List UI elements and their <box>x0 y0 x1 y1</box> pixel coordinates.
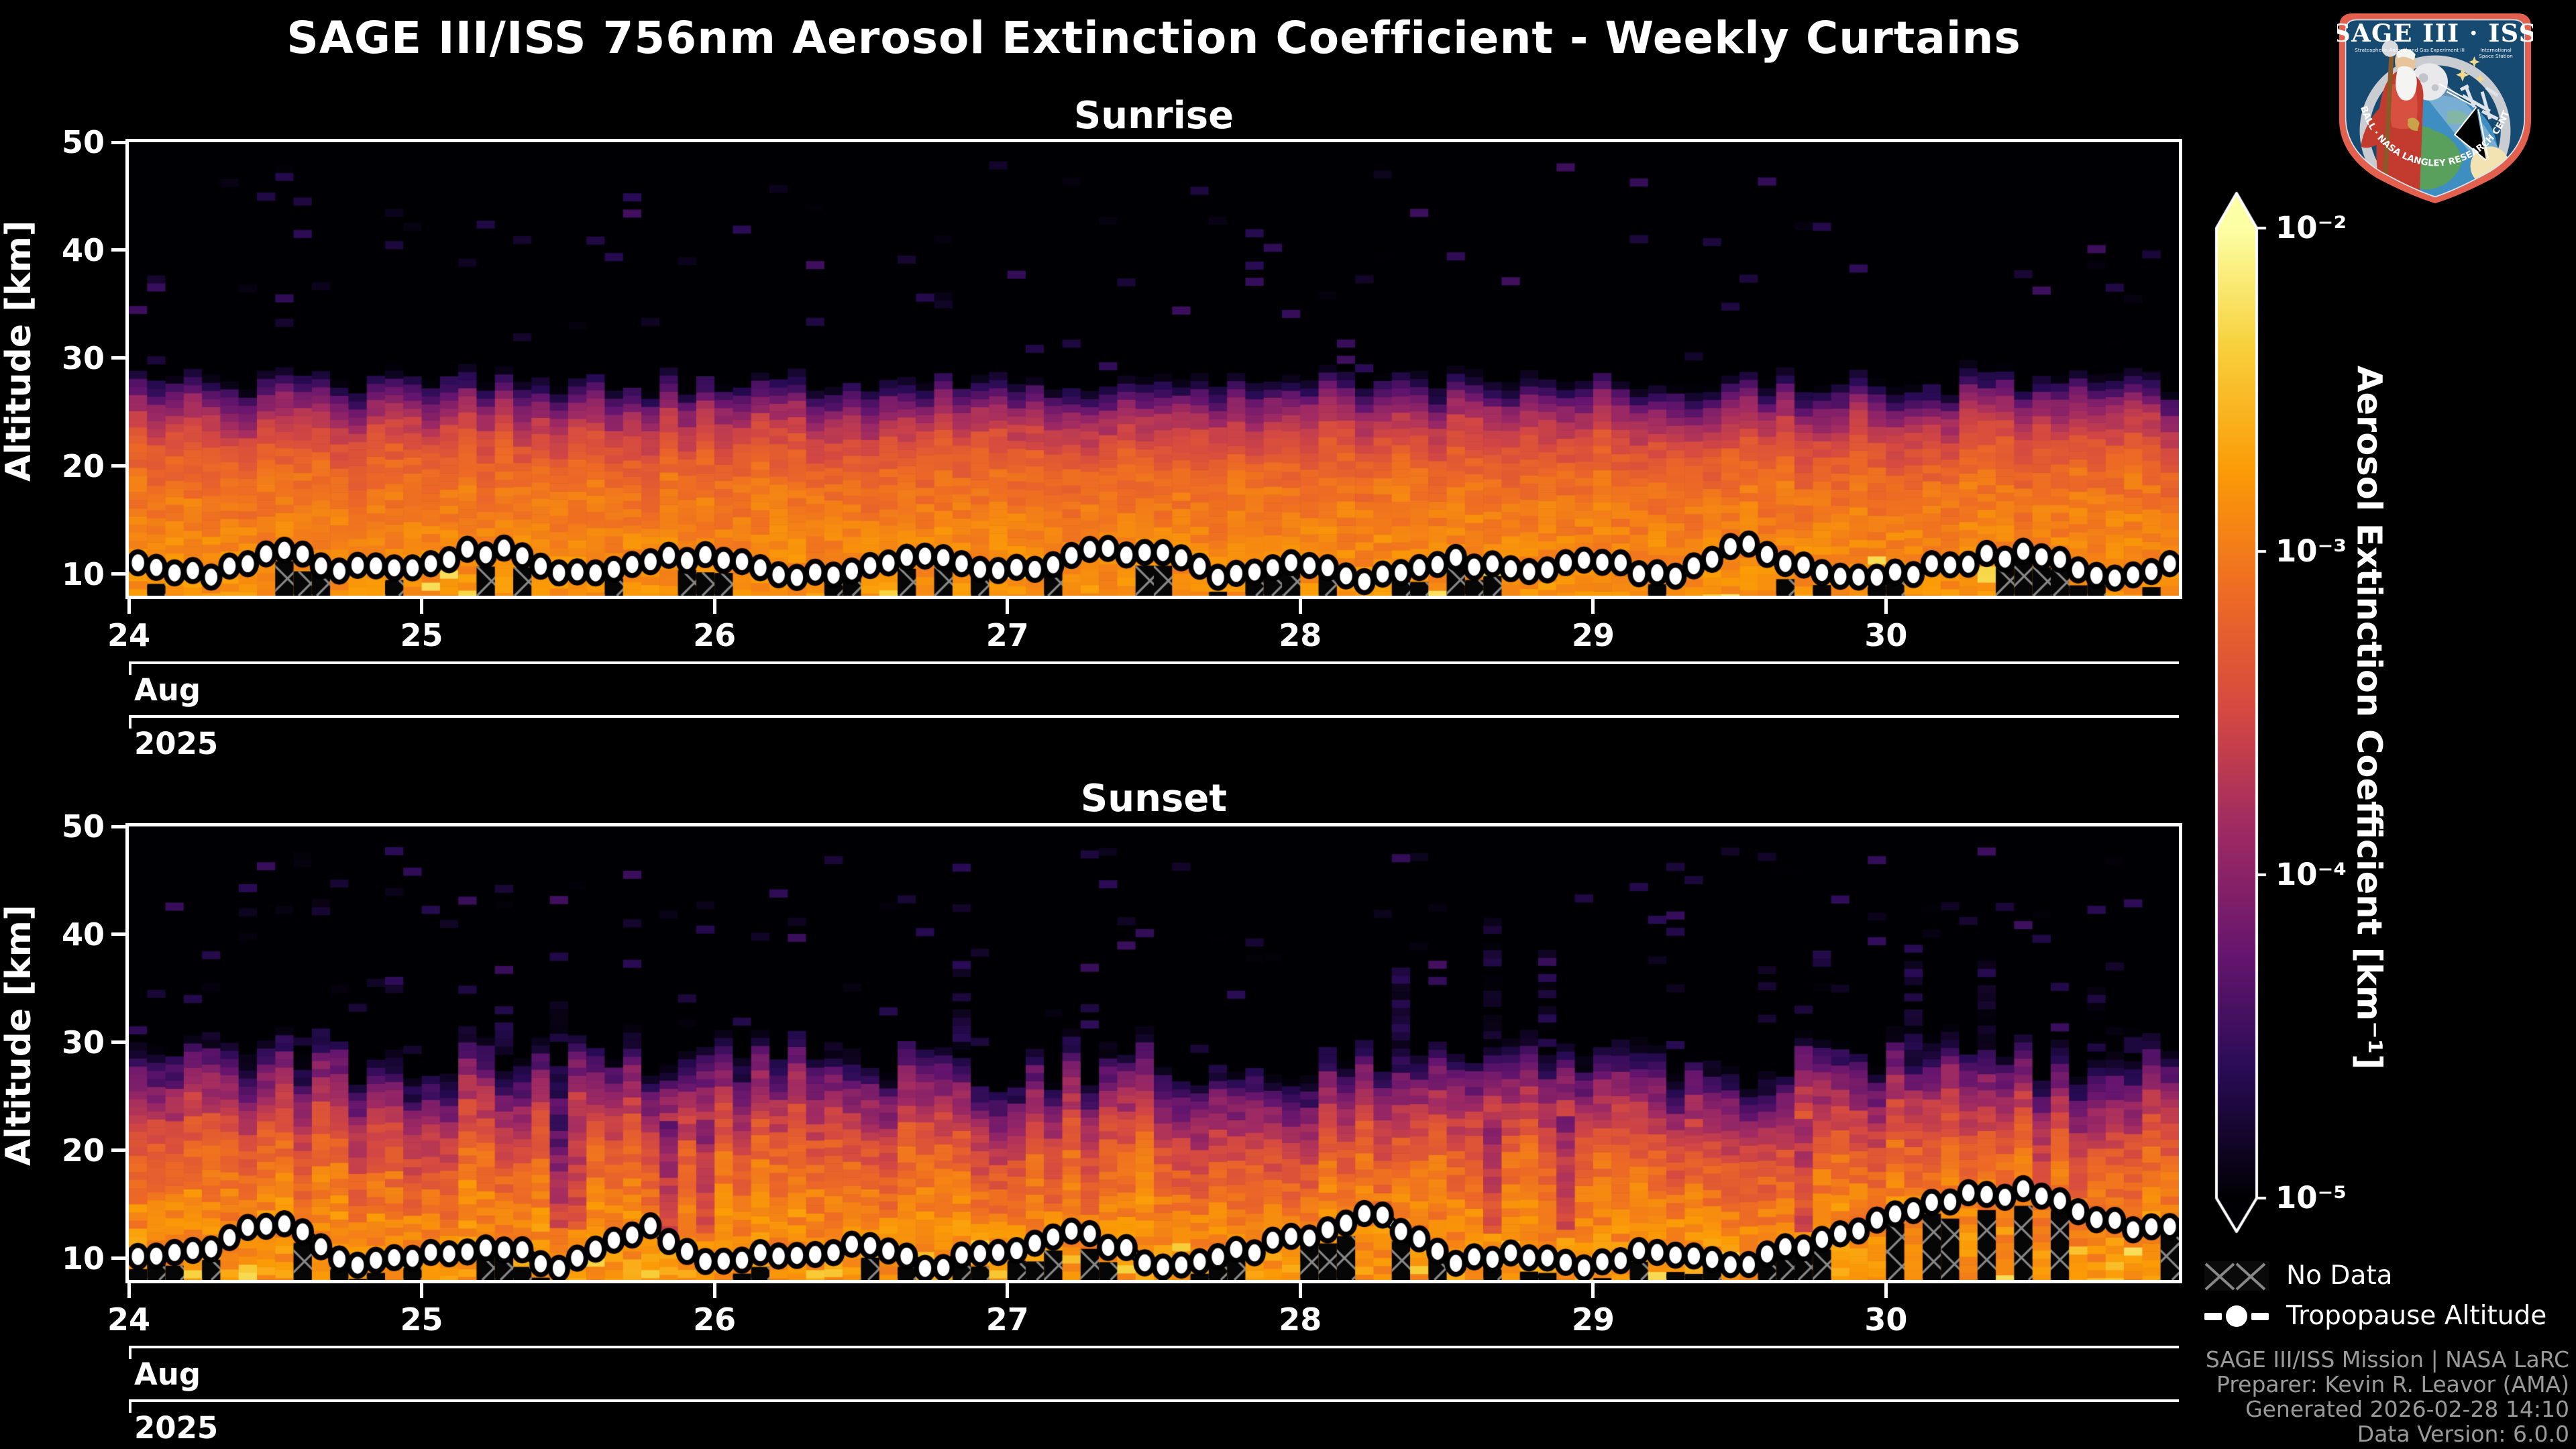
patch-title: SAGE III · ISS <box>2337 19 2533 48</box>
patch-subtitle-left: Stratospheric Aerosol and Gas Experiment… <box>2355 47 2465 53</box>
sunrise-plot-area <box>125 139 2182 599</box>
y-tick-label: 30 <box>61 339 105 376</box>
date-axis-month-separator <box>129 661 2179 664</box>
y-tick-mark <box>111 824 127 828</box>
patch-ring <box>2359 55 2511 198</box>
attribution-line: Data Version: 6.0.0 <box>2357 1421 2569 1447</box>
y-tick-mark <box>111 356 127 360</box>
y-tick-mark <box>111 1256 127 1260</box>
month-label: Aug <box>134 1356 201 1392</box>
x-tick-label: 28 <box>1279 617 1322 653</box>
x-tick-mark <box>127 1283 131 1298</box>
date-axis-month-tick <box>129 664 131 675</box>
x-tick-label: 30 <box>1864 1301 1908 1338</box>
legend-row-no-data: No Data <box>2204 1261 2393 1291</box>
y-tick-label: 40 <box>61 916 105 953</box>
date-axis-year-tick <box>129 718 131 729</box>
y-tick-mark <box>111 932 127 936</box>
y-tick-label: 20 <box>61 447 105 484</box>
x-tick-label: 25 <box>400 1301 443 1338</box>
y-tick-mark <box>111 248 127 252</box>
patch-sight-lines <box>2438 83 2489 161</box>
y-tick-mark <box>111 464 127 468</box>
patch-wizard <box>2361 40 2424 198</box>
colorbar-tick-label: 10⁻³ <box>2275 533 2347 569</box>
attribution-line: SAGE III/ISS Mission | NASA LaRC <box>2205 1346 2569 1373</box>
x-tick-mark <box>712 599 716 614</box>
sunrise-heatmap-canvas <box>129 142 2179 596</box>
y-tick-label: 10 <box>61 1240 105 1277</box>
colorbar <box>2210 188 2269 1248</box>
colorbar-tick-label: 10⁻⁵ <box>2275 1180 2347 1216</box>
x-tick-mark <box>1591 599 1595 614</box>
patch-subtitle-right-1: International <box>2480 47 2512 53</box>
colorbar-tick-label: 10⁻² <box>2275 210 2347 246</box>
sunset-y-axis-label: Altitude [km] <box>0 904 39 1166</box>
y-tick-label: 50 <box>61 124 105 160</box>
date-axis-year-separator <box>129 1399 2179 1402</box>
date-axis-month-separator <box>129 1346 2179 1348</box>
x-tick-label: 26 <box>693 1301 737 1338</box>
attribution-line: Preparer: Kevin R. Leavor (AMA) <box>2216 1371 2569 1397</box>
year-label: 2025 <box>134 1410 219 1446</box>
x-tick-mark <box>1298 599 1302 614</box>
tropopause-marker-icon <box>2204 1305 2269 1327</box>
x-tick-label: 25 <box>400 617 443 653</box>
patch-iss-icon <box>2459 84 2499 121</box>
date-axis-month-tick <box>129 1348 131 1359</box>
x-tick-mark <box>1298 1283 1302 1298</box>
x-tick-label: 29 <box>1571 617 1615 653</box>
x-tick-mark <box>1006 599 1010 614</box>
x-tick-label: 30 <box>1864 617 1908 653</box>
sunset-heatmap-canvas <box>129 826 2179 1280</box>
y-tick-label: 50 <box>61 808 105 845</box>
month-label: Aug <box>134 672 201 708</box>
sunrise-y-axis-label: Altitude [km] <box>0 220 39 482</box>
x-tick-mark <box>1591 1283 1595 1298</box>
year-label: 2025 <box>134 726 219 761</box>
x-tick-mark <box>420 599 424 614</box>
sunset-plot-area <box>125 823 2182 1283</box>
sage-iii-iss-mission-patch: SAGE III · ISS Stratospheric Aerosol and… <box>2337 9 2533 204</box>
x-tick-mark <box>127 599 131 614</box>
y-tick-label: 40 <box>61 231 105 268</box>
y-tick-label: 10 <box>61 555 105 592</box>
no-data-hatch-icon <box>2204 1261 2269 1291</box>
x-tick-label: 27 <box>985 1301 1029 1338</box>
x-tick-mark <box>1884 599 1888 614</box>
date-axis-year-tick <box>129 1402 131 1413</box>
patch-stars <box>2455 56 2485 84</box>
x-tick-mark <box>1884 1283 1888 1298</box>
y-tick-mark <box>111 572 127 576</box>
y-tick-mark <box>111 1148 127 1152</box>
y-tick-label: 30 <box>61 1024 105 1061</box>
y-tick-mark <box>111 140 127 144</box>
date-axis-year-separator <box>129 715 2179 718</box>
x-tick-label: 29 <box>1571 1301 1615 1338</box>
colorbar-tick-label: 10⁻⁴ <box>2275 857 2347 892</box>
no-data-label: No Data <box>2286 1260 2393 1291</box>
x-tick-label: 28 <box>1279 1301 1322 1338</box>
x-tick-mark <box>1006 1283 1010 1298</box>
tropopause-label: Tropopause Altitude <box>2286 1301 2547 1331</box>
y-tick-label: 20 <box>61 1132 105 1169</box>
x-tick-label: 24 <box>107 1301 150 1338</box>
attribution-line: Generated 2026-02-28 14:10 <box>2245 1396 2569 1422</box>
sunset-subtitle: Sunset <box>1080 777 1228 820</box>
x-tick-label: 26 <box>693 617 737 653</box>
y-tick-mark <box>111 1040 127 1044</box>
x-tick-mark <box>712 1283 716 1298</box>
legend-row-tropopause: Tropopause Altitude <box>2204 1300 2546 1332</box>
patch-subtitle-right-2: Space Station <box>2479 53 2513 59</box>
x-tick-label: 24 <box>107 617 150 653</box>
x-tick-mark <box>420 1283 424 1298</box>
x-tick-label: 27 <box>985 617 1029 653</box>
colorbar-axis-label: Aerosol Extinction Coefficient [km⁻¹] <box>2349 366 2389 1070</box>
figure-title: SAGE III/ISS 756nm Aerosol Extinction Co… <box>286 12 2021 64</box>
attribution-block: SAGE III/ISS Mission | NASA LaRC Preparer… <box>2206 1347 2569 1446</box>
sunrise-subtitle: Sunrise <box>1073 94 1234 138</box>
